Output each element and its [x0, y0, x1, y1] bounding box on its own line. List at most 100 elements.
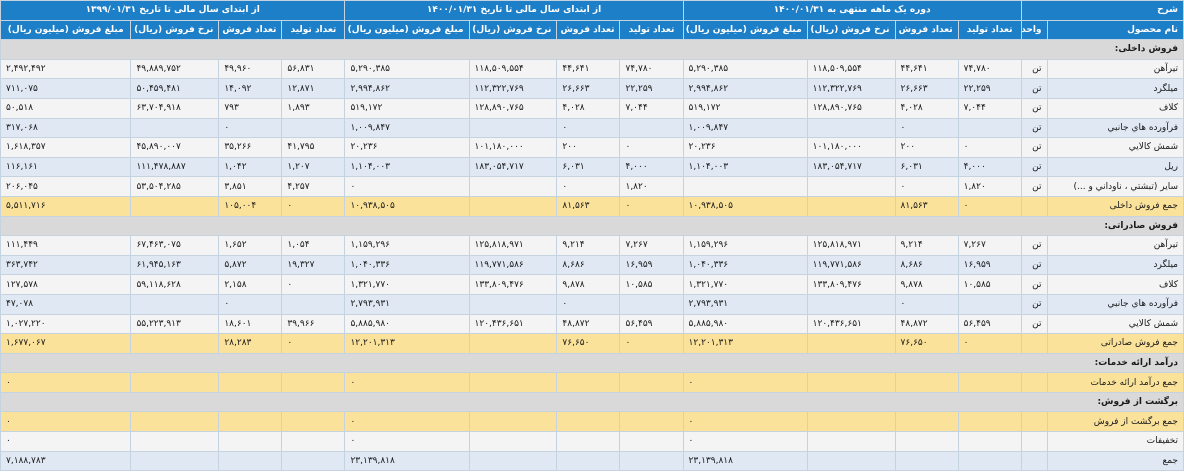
- value-cell: ۱۱۹,۷۷۱,۵۸۶: [468, 254, 558, 276]
- value-cell: ۱,۶۱۸,۳۵۷: [0, 137, 132, 158]
- value-cell: ۱۰۵,۰۰۴: [218, 195, 283, 217]
- value-cell: ۱۲۸,۸۹۰,۷۶۵: [806, 97, 896, 119]
- value-cell: ۵,۸۸۵,۹۸۰: [344, 313, 470, 335]
- value-cell: ۱,۰۴۲: [218, 156, 283, 178]
- value-cell: ۲۸,۲۸۳: [218, 333, 283, 354]
- header-production-qty: تعداد تولید: [619, 19, 684, 41]
- value-cell: ۱۸,۶۰۱: [218, 313, 283, 335]
- value-cell: ۰: [619, 333, 684, 354]
- value-cell: ۰: [218, 293, 283, 315]
- value-cell: ۴,۰۰۰: [619, 156, 684, 178]
- value-cell: ۰: [218, 117, 283, 139]
- value-cell: ۷,۱۸۸,۷۸۳: [0, 450, 132, 472]
- value-cell: ۰: [344, 176, 470, 197]
- value-cell: ۱۱۲,۳۲۲,۷۶۹: [468, 78, 558, 99]
- value-cell: ۰: [556, 293, 621, 315]
- value-cell: ۷۴,۷۸۰: [619, 58, 684, 80]
- total-row: جمع فروش صادراتی ۰ ۷۶,۶۵۰ ۱۲,۲۰۱,۳۱۳ ۰ ۷۶,۶۵۰…: [0, 333, 1184, 354]
- value-cell: ۱۱۶,۱۶۱: [0, 156, 132, 178]
- value-cell: [806, 293, 896, 315]
- value-cell: ۷,۲۶۷: [957, 235, 1022, 256]
- value-cell: ۲۳,۱۳۹,۸۱۸: [344, 450, 470, 472]
- section-header-row: درآمد ارائه خدمات:: [0, 352, 1184, 374]
- value-cell: [682, 176, 808, 197]
- value-cell: ۰: [619, 137, 684, 158]
- value-cell: ۰: [957, 137, 1022, 158]
- header-period-ytd-previous: از ابتدای سال مالی تا تاریخ ۱۳۹۹/۰۱/۳۱: [0, 0, 346, 21]
- table-row: شمش کالايي تن ۵۶,۴۵۹ ۴۸,۸۷۲ ۱۲۰,۴۳۶,۶۵۱ ۵,۸۸۵…: [0, 313, 1184, 335]
- product-name-cell: فرآورده هاي جانبي: [1046, 117, 1184, 139]
- value-cell: ۲۰,۲۳۶: [682, 137, 808, 158]
- value-cell: [806, 372, 896, 393]
- value-cell: ۲۶,۶۶۳: [556, 78, 621, 99]
- unit-cell: تن: [1020, 176, 1048, 197]
- value-cell: ۱۱۹,۷۷۱,۵۸۶: [806, 254, 896, 276]
- header-sales-rate: نرخ فروش (ریال): [806, 19, 896, 41]
- header-sales-rate: نرخ فروش (ریال): [130, 19, 220, 41]
- value-cell: ۶,۰۳۱: [556, 156, 621, 178]
- value-cell: ۷۱۱,۰۷۵: [0, 78, 132, 99]
- value-cell: [468, 176, 558, 197]
- value-cell: ۶۳,۷۰۴,۹۱۸: [130, 97, 220, 119]
- value-cell: ۱۰,۹۳۸,۵۰۵: [344, 195, 470, 217]
- value-cell: ۲,۹۹۴,۸۶۲: [682, 78, 808, 99]
- value-cell: [894, 431, 959, 452]
- value-cell: ۱۱۱,۴۷۸,۸۸۷: [130, 156, 220, 178]
- value-cell: ۳,۸۵۱: [218, 176, 283, 197]
- product-name-cell: جمع درآمد ارائه خدمات: [1046, 372, 1184, 393]
- value-cell: [468, 333, 558, 354]
- value-cell: [468, 117, 558, 139]
- table-row: ريل تن ۴,۰۰۰ ۶,۰۳۱ ۱۸۳,۰۵۴,۷۱۷ ۱,۱۰۴,۰۰۳ ۴,۰۰۰…: [0, 156, 1184, 178]
- value-cell: [468, 195, 558, 217]
- value-cell: ۱,۰۴۰,۳۳۶: [682, 254, 808, 276]
- header-unit: واحد: [1020, 19, 1048, 41]
- value-cell: ۰: [682, 431, 808, 452]
- value-cell: ۴,۲۵۷: [281, 176, 346, 197]
- header-sales-amount: مبلغ فروش (میلیون ریال): [344, 19, 470, 41]
- product-name-cell: شمش کالايي: [1046, 313, 1184, 335]
- table-row: تیرآهن تن ۷۴,۷۸۰ ۴۴,۶۴۱ ۱۱۸,۵۰۹,۵۵۴ ۵,۲۹۰,۳۸۵…: [0, 58, 1184, 80]
- value-cell: ۷۶,۶۵۰: [556, 333, 621, 354]
- value-cell: ۹,۸۷۸: [556, 274, 621, 295]
- header-sales-qty: تعداد فروش: [894, 19, 959, 41]
- value-cell: ۲۰۰: [894, 137, 959, 158]
- header-sales-amount: مبلغ فروش (میلیون ریال): [682, 19, 808, 41]
- product-name-cell: جمع فروش داخلی: [1046, 195, 1184, 217]
- value-cell: [281, 117, 346, 139]
- value-cell: ۰: [682, 372, 808, 393]
- value-cell: [468, 450, 558, 472]
- value-cell: [619, 450, 684, 472]
- value-cell: ۵۶,۸۳۱: [281, 58, 346, 80]
- value-cell: [130, 195, 220, 217]
- value-cell: [130, 293, 220, 315]
- value-cell: [130, 431, 220, 452]
- value-cell: ۱,۲۰۷: [281, 156, 346, 178]
- value-cell: ۲,۱۵۸: [218, 274, 283, 295]
- value-cell: ۶,۰۳۱: [894, 156, 959, 178]
- total-row: جمع درآمد ارائه خدمات ۰ ۰ ۰: [0, 372, 1184, 393]
- header-production-qty: تعداد تولید: [957, 19, 1022, 41]
- value-cell: ۱,۱۰۴,۰۰۳: [682, 156, 808, 178]
- value-cell: ۱۶,۹۵۹: [619, 254, 684, 276]
- value-cell: ۱,۸۲۰: [957, 176, 1022, 197]
- value-cell: [556, 372, 621, 393]
- value-cell: ۰: [556, 117, 621, 139]
- value-cell: ۵۵,۲۲۳,۹۱۳: [130, 313, 220, 335]
- value-cell: [957, 117, 1022, 139]
- value-cell: ۱,۸۹۳: [281, 97, 346, 119]
- unit-cell: تن: [1020, 117, 1048, 139]
- value-cell: ۲۰,۲۳۶: [344, 137, 470, 158]
- value-cell: ۱۲۵,۸۱۸,۹۷۱: [468, 235, 558, 256]
- value-cell: ۱۲۰,۴۳۶,۶۵۱: [806, 313, 896, 335]
- value-cell: [556, 431, 621, 452]
- value-cell: [806, 117, 896, 139]
- value-cell: ۱۸۳,۰۵۴,۷۱۷: [468, 156, 558, 178]
- value-cell: [130, 372, 220, 393]
- value-cell: [468, 431, 558, 452]
- value-cell: ۱۶,۹۵۹: [957, 254, 1022, 276]
- unit-cell: [1020, 333, 1048, 354]
- product-name-cell: کلاف: [1046, 274, 1184, 295]
- value-cell: ۳۱۷,۰۶۸: [0, 117, 132, 139]
- value-cell: ۱۰۱,۱۸۰,۰۰۰: [806, 137, 896, 158]
